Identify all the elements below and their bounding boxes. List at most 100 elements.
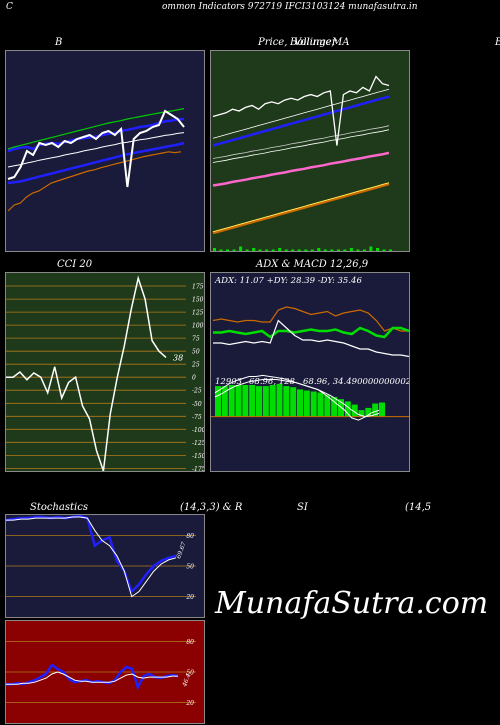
cci-tick-label: 150 (192, 297, 204, 304)
rsi-tick-label: 50 (186, 670, 194, 677)
cci-line (6, 275, 167, 471)
volume-bar (389, 249, 392, 251)
cci-panel-title: CCI 20 (57, 259, 93, 270)
adx-line (213, 319, 409, 358)
macd-histogram-bar (276, 383, 283, 417)
brand-watermark: MunafaSutra.com (215, 586, 489, 621)
cci-tick-label: -75 (192, 414, 202, 421)
volume-bar (382, 249, 386, 251)
price-line (212, 75, 390, 146)
volume-bar (213, 248, 216, 251)
volume-bar (245, 249, 249, 251)
volume-bar (336, 249, 340, 251)
stoch-k-line (6, 515, 177, 594)
macd-histogram-bar (242, 385, 249, 417)
macd-histogram-bar (249, 385, 256, 417)
rsi-panel: 80 50 20 46.4 (5, 620, 205, 724)
volume-bar (239, 246, 243, 251)
page-header-title: ommon Indicators 972719 IFCI3103124 muna… (162, 2, 418, 12)
macd-histogram-bar (331, 397, 338, 417)
volume-bar (278, 248, 282, 251)
volume-bar (323, 249, 327, 251)
bollinger-price-line (7, 109, 185, 188)
volume-bar (304, 249, 308, 251)
cci-chart: 175 150 125 100 75 50 25 0 -25 -50 -75 -100 -125 -150… (6, 273, 204, 471)
bollinger-ma-short-line (7, 151, 182, 212)
adx-minus-dy-line (213, 326, 409, 339)
bollinger-background (6, 51, 204, 251)
volume-bar (284, 249, 288, 251)
macd-left-overlap-readout: 68.96, 128 (249, 377, 296, 387)
stoch-panel-title: Stochastics (30, 502, 88, 513)
price-band-lower-b (212, 125, 390, 159)
volume-bar (258, 249, 262, 251)
macd-histogram-bar (317, 392, 324, 417)
adx-macd-panel: ADX: 11.07 +DY: 28.39 -DY: 35.46 12903 68.… (210, 272, 410, 472)
cci-tick-label: -125 (192, 440, 204, 447)
macd-right-readout: 68.96, 34.490000000002 (303, 377, 409, 387)
macd-histogram-bar (344, 401, 351, 417)
volume-bar (343, 249, 347, 251)
macd-histogram-bar (379, 402, 385, 417)
adx-macd-chart: ADX: 11.07 +DY: 28.39 -DY: 35.46 12903 68.… (211, 273, 409, 471)
bollinger-panel (5, 50, 205, 252)
volume-bar (330, 249, 334, 251)
price-panel-edge-letter: B (495, 37, 500, 48)
macd-histogram-bar (221, 386, 228, 417)
macd-histogram-bar (262, 386, 269, 417)
rsi-tick-label: 80 (186, 639, 194, 646)
cci-tick-label: 75 (192, 336, 200, 343)
cci-panel: 175 150 125 100 75 50 25 0 -25 -50 -75 -100 -125 -150… (5, 272, 205, 472)
volume-bar (271, 249, 275, 251)
stoch-panel: 80 50 20 69.67 (5, 514, 205, 618)
stoch-d-line (6, 516, 177, 598)
price-chart (211, 51, 409, 251)
volume-bar (219, 249, 223, 251)
cci-tick-label: 25 (191, 362, 200, 369)
stoch-tick-label: 50 (186, 564, 194, 571)
price-panel-title-c: MA (332, 37, 350, 48)
rsi-smoothed-line (6, 671, 178, 685)
cci-tick-label: 50 (192, 349, 200, 356)
cci-tick-label: -150 (192, 453, 204, 460)
volume-bar (252, 248, 256, 251)
cci-last-value-label: 38 (173, 353, 183, 362)
volume-bar (317, 248, 321, 251)
rsi-chart: 80 50 20 46.4 (6, 621, 204, 723)
adx-background (211, 273, 409, 471)
macd-histogram-bar (303, 390, 310, 417)
volume-bar (369, 246, 373, 251)
bollinger-chart (6, 51, 204, 251)
price-ma-long-line (212, 182, 390, 235)
macd-histogram-bar (372, 403, 379, 417)
stoch-tick-label: 20 (185, 594, 194, 601)
bollinger-middle-band (7, 132, 185, 168)
macd-histogram-bar (297, 389, 303, 417)
volume-bar (362, 249, 366, 251)
price-panel-title-overlap: Bollinger (290, 37, 337, 48)
macd-histogram-bar (228, 385, 235, 417)
volume-bar (297, 249, 301, 251)
price-panel (210, 50, 410, 252)
rsi-panel-si-params: (14,5 (405, 502, 432, 513)
price-background (211, 51, 409, 251)
price-ma-fast-line (212, 95, 390, 147)
macd-histogram-bar (338, 399, 344, 417)
volume-bar (376, 248, 379, 251)
adx-plus-dy-line (212, 306, 409, 332)
price-band-upper (212, 88, 390, 139)
macd-line (214, 374, 380, 421)
cci-tick-label: -50 (192, 401, 202, 408)
macd-histogram-bar (256, 386, 262, 417)
cci-tick-label: 125 (192, 310, 204, 317)
header-left-letter: C (6, 2, 13, 12)
macd-histogram-bar (351, 404, 358, 417)
volume-bar (226, 249, 229, 251)
stoch-tick-label: 80 (186, 533, 194, 540)
adx-macd-panel-title: ADX & MACD 12,26,9 (256, 259, 369, 270)
volume-bar (310, 249, 314, 251)
cci-tick-label: 0 (192, 375, 196, 382)
price-band-lower-a (212, 129, 390, 163)
cci-tick-label: 100 (192, 323, 204, 330)
bollinger-panel-title: B (55, 37, 63, 48)
